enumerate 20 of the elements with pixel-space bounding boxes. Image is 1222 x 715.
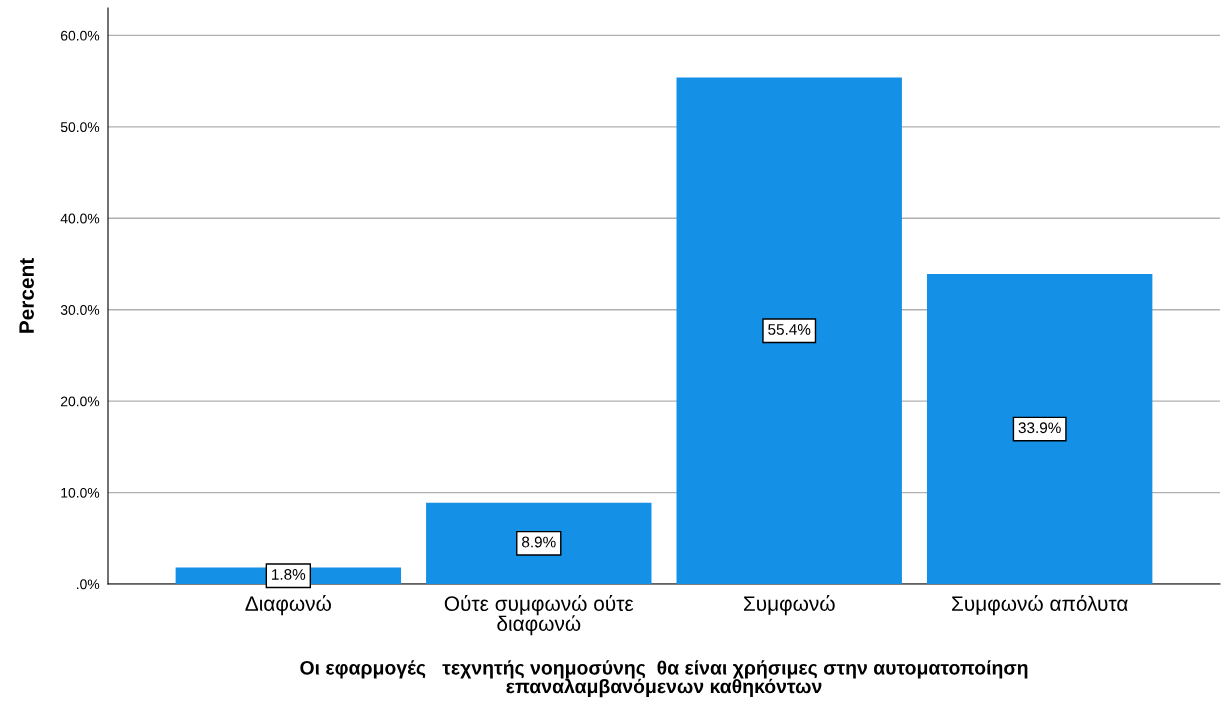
y-tick-label: 40.0% xyxy=(60,213,100,224)
y-axis-title: Percent xyxy=(19,258,34,333)
y-tick-label: 50.0% xyxy=(60,122,100,133)
x-axis-title: Οι εφαρμογές τεχνητής νοημοσύνης θα είναι χρήσιμες στην αυτοματοποίηση επαναλαμβανόμενων καθηκόντων xyxy=(300,660,1028,698)
data-label: 8.9% xyxy=(522,536,556,548)
data-label: 33.9% xyxy=(1018,422,1061,434)
y-tick-label: .0% xyxy=(77,579,100,590)
x-tick-label: Συμφωνώ απόλυτα xyxy=(952,595,1128,616)
bar xyxy=(676,77,902,584)
y-tick-label: 60.0% xyxy=(60,30,100,41)
y-tick-label: 30.0% xyxy=(60,305,100,315)
data-label: 55.4% xyxy=(768,324,811,335)
x-tick-label: Διαφωνώ xyxy=(245,595,331,616)
y-tick-label: 20.0% xyxy=(60,396,100,407)
y-tick-label: 10.0% xyxy=(61,487,100,498)
bar xyxy=(926,274,1153,584)
data-label: 1.8% xyxy=(272,569,306,580)
x-tick-label: Συμφωνώ xyxy=(743,595,835,616)
bar xyxy=(426,502,652,584)
x-tick-label: Ούτε συμφωνώ ούτε διαφωνώ xyxy=(444,595,634,636)
